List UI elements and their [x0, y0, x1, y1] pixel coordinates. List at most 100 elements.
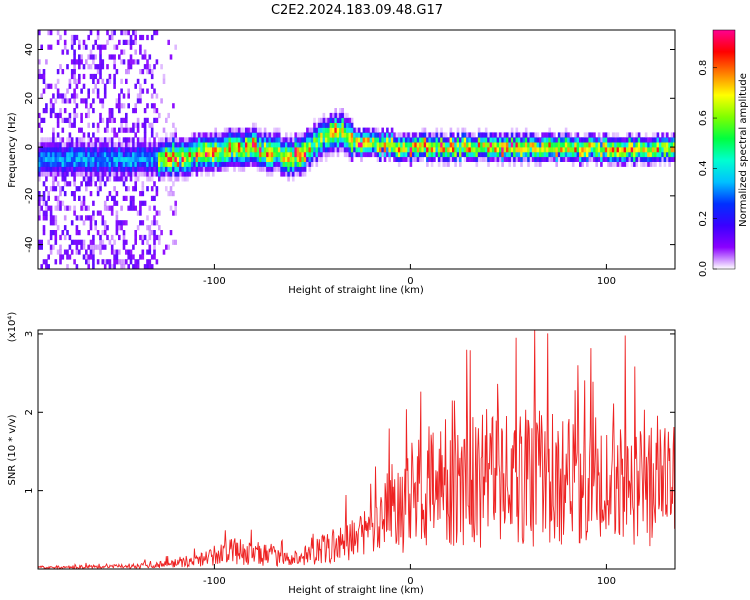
spectrogram-cell [336, 132, 340, 138]
spectrogram-cell [640, 147, 643, 153]
spectrogram-cell [85, 112, 88, 119]
spectrogram-cell [642, 147, 646, 153]
spectrogram-cell [289, 166, 293, 172]
spectrogram-cell [47, 254, 50, 260]
spectrogram-cell [388, 156, 391, 162]
spectrogram-cell [82, 64, 86, 70]
spectrogram-cell [336, 142, 340, 148]
spectrogram-cell [550, 132, 554, 138]
spectrogram-cell [141, 166, 145, 172]
spectrogram-cell [96, 147, 100, 153]
spectrogram-cell [186, 137, 189, 143]
spectrogram-cell [155, 147, 159, 153]
spectrogram-cell [503, 142, 507, 148]
spectrogram-cell [146, 142, 149, 148]
spectrogram-cell [73, 78, 76, 84]
spectrogram-cell [611, 147, 615, 153]
spectrogram-cell [115, 166, 119, 172]
spectrogram-cell [59, 191, 62, 197]
spectrogram-cell [268, 166, 272, 172]
spectrogram-cell [390, 151, 394, 158]
spectrogram-cell [296, 151, 300, 158]
spectrogram-cell [82, 254, 86, 260]
spectrogram-cell [560, 156, 563, 162]
spectrogram-cell [155, 108, 159, 114]
spectrogram-cell [313, 137, 316, 143]
spectrogram-cell [99, 210, 102, 216]
spectrogram-cell [595, 147, 598, 153]
spectrogram-cell [496, 137, 500, 143]
spectrogram-cell [600, 137, 603, 143]
spectrogram-cell [214, 137, 217, 143]
spectrogram-cell [353, 151, 356, 158]
spectrogram-cell [38, 73, 41, 80]
spectrogram-cell [96, 122, 100, 128]
spectrogram-cell [346, 117, 349, 123]
spectrogram-cell [663, 147, 667, 153]
spectrogram-cell [150, 186, 154, 192]
spectrogram-cell [266, 147, 269, 153]
spectrogram-cell [383, 156, 387, 162]
spectrogram-cell [96, 93, 100, 99]
spectrogram-cell [82, 44, 86, 50]
spectrogram-cell [430, 156, 434, 162]
spectrogram-cell [94, 171, 97, 177]
spectrogram-cell [113, 195, 116, 201]
spectrogram-cell [181, 176, 185, 182]
spectrogram-cell [449, 132, 453, 138]
spectrogram-cell [153, 142, 156, 148]
spectrogram-cell [96, 44, 100, 50]
spectrogram-cell [308, 166, 312, 172]
spectrogram-cell [376, 151, 380, 158]
spectrogram-cell [666, 137, 669, 143]
spectrogram-cell [158, 171, 161, 177]
spectrogram-cell [324, 147, 328, 153]
spectrogram-cell [68, 142, 72, 148]
snr-x-tick-label: -100 [203, 576, 226, 587]
spectrogram-cell [158, 239, 161, 245]
spectrogram-cell [647, 151, 650, 158]
spectrogram-cell [647, 161, 650, 167]
spectrogram-cell [106, 151, 109, 158]
spectrogram-cell [52, 132, 55, 138]
spectrogram-cell [127, 205, 130, 211]
spectrogram-cell [317, 122, 321, 128]
spectrogram-cell [517, 147, 521, 153]
spectrogram-cell [348, 132, 352, 138]
spectrogram-cell [219, 166, 222, 172]
spectrogram-cell [240, 142, 243, 148]
spectrogram-cell [404, 156, 408, 162]
spectrogram-cell [226, 147, 229, 153]
spectrogram-cell [99, 181, 102, 187]
spectrogram-cell [125, 151, 128, 158]
spectrogram-cell [136, 264, 140, 270]
spectrogram-cell [113, 127, 116, 133]
spectrogram-cell [42, 108, 46, 114]
spectrogram-cell [275, 132, 279, 138]
spectrogram-cell [350, 147, 354, 153]
spectrogram-cell [85, 254, 88, 260]
spectrogram-cell [73, 122, 76, 128]
spectrogram-cell [183, 161, 187, 167]
spectrogram-cell [630, 132, 634, 138]
spectrogram-cell [59, 171, 62, 177]
spectrogram-cell [78, 44, 81, 50]
spectrogram-cell [169, 191, 173, 197]
spectrogram-cell [190, 151, 194, 158]
spectrogram-cell [134, 205, 137, 211]
spectrogram-cell [277, 156, 281, 162]
spectrogram-cell [96, 64, 100, 70]
spectrogram-cell [456, 156, 460, 162]
spectrogram-cell [92, 176, 95, 182]
spectrogram-cell [343, 137, 347, 143]
spectrogram-cell [89, 244, 93, 250]
spectrogram-cell [122, 156, 126, 162]
spectrogram-cell [155, 132, 159, 138]
spectrogram-cell [73, 161, 76, 167]
spectrogram-cell [430, 151, 434, 158]
spectrogram-cell [42, 137, 46, 143]
spectrogram-cell [635, 142, 638, 148]
spectrogram-cell [56, 147, 60, 153]
spectrogram-cell [249, 127, 253, 133]
spectrogram-cell [96, 244, 100, 250]
